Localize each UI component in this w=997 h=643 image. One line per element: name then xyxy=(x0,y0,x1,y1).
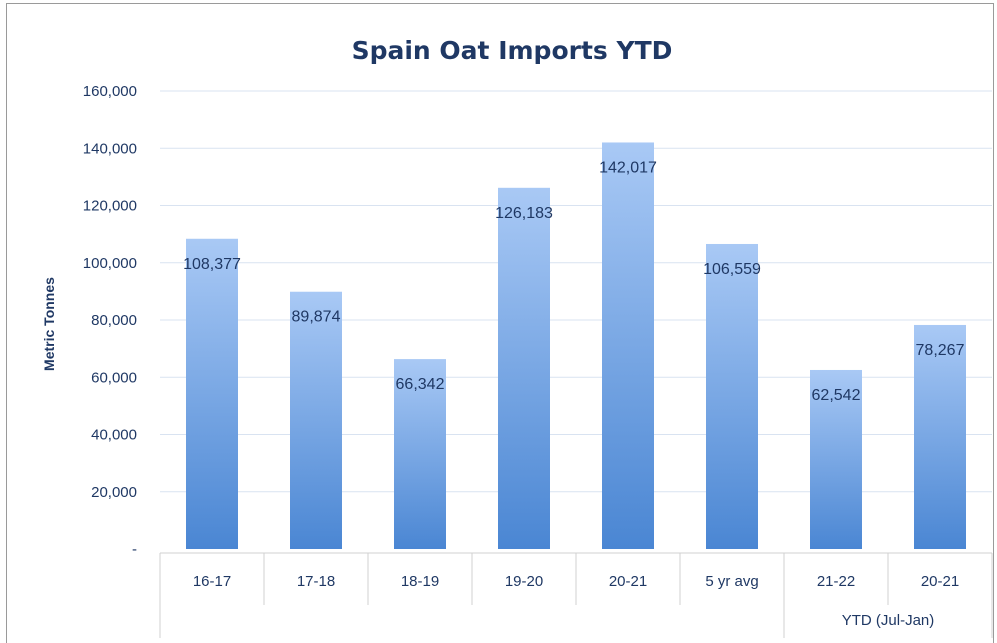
data-label: 142,017 xyxy=(599,159,657,176)
bar-chart: Spain Oat Imports YTD Metric Tonnes - 20,… xyxy=(41,36,993,638)
bars xyxy=(186,142,966,550)
data-label: 106,559 xyxy=(703,261,761,278)
bar xyxy=(186,238,238,549)
x-tick-label: 19-20 xyxy=(505,573,543,590)
bar xyxy=(706,243,758,550)
y-tick-label: 80,000 xyxy=(91,312,137,329)
data-label: 89,874 xyxy=(292,309,341,326)
x-tick-label: 17-18 xyxy=(297,573,335,590)
gridlines xyxy=(160,90,992,493)
x-tick-label: 20-21 xyxy=(609,573,647,590)
x-axis-ticks: 16-17 17-18 18-19 19-20 20-21 5 yr avg 21-22 20… xyxy=(193,573,959,590)
x-tick-label: 20-21 xyxy=(921,573,959,590)
y-axis-label: Metric Tonnes xyxy=(41,277,57,371)
y-tick-label: 120,000 xyxy=(83,198,137,215)
data-labels: 108,377 89,874 66,342 126,183 142,017 106,559… xyxy=(183,159,964,403)
data-label: 62,542 xyxy=(812,387,861,404)
y-tick-label: 160,000 xyxy=(83,83,137,100)
chart-frame: Spain Oat Imports YTD Metric Tonnes - 20,… xyxy=(6,3,994,643)
y-tick-label: 40,000 xyxy=(91,427,137,444)
data-label: 108,377 xyxy=(183,256,241,273)
x-tick-label: 21-22 xyxy=(817,573,855,590)
x-tick-label: 18-19 xyxy=(401,573,439,590)
x-axis xyxy=(159,552,993,638)
bar xyxy=(498,187,550,550)
bar xyxy=(810,369,862,549)
chart-title: Spain Oat Imports YTD xyxy=(352,36,673,65)
y-tick-label: - xyxy=(132,541,137,558)
x-tick-label: 5 yr avg xyxy=(705,573,758,590)
y-tick-label: 100,000 xyxy=(83,255,137,272)
y-tick-label: 60,000 xyxy=(91,369,137,386)
bar xyxy=(290,291,342,549)
bar xyxy=(602,142,654,550)
y-tick-label: 20,000 xyxy=(91,484,137,501)
data-label: 66,342 xyxy=(396,376,445,393)
data-label: 78,267 xyxy=(916,342,965,359)
bar xyxy=(914,324,966,549)
bar xyxy=(394,359,446,549)
x-tick-label: 16-17 xyxy=(193,573,231,590)
data-label: 126,183 xyxy=(495,205,553,222)
category-group-label: YTD (Jul-Jan) xyxy=(842,612,935,629)
category-groups: YTD (Jul-Jan) xyxy=(842,612,935,629)
y-tick-label: 140,000 xyxy=(83,140,137,157)
y-axis-ticks: - 20,000 40,000 60,000 80,000 100,000 120,000 1… xyxy=(83,83,137,558)
